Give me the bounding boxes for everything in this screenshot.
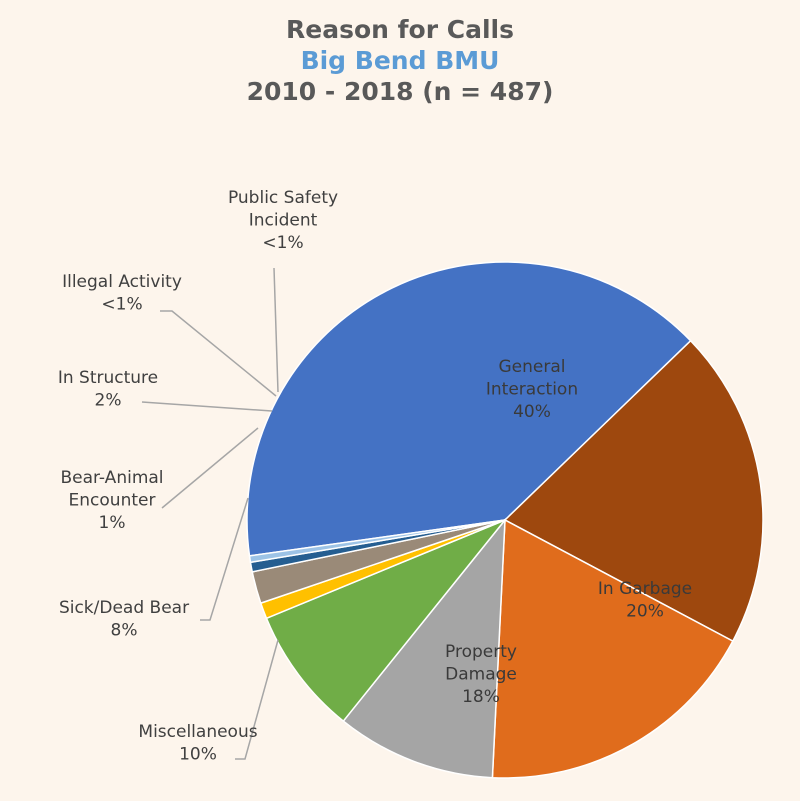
leader-line-public-safety-incident bbox=[273, 267, 279, 393]
pie-slice-public-safety-incident bbox=[248, 519, 506, 564]
pie-slice-property-damage bbox=[491, 518, 734, 779]
pie-slice-in-garbage bbox=[503, 339, 764, 643]
slice-label-general-interaction: General Interaction 40% bbox=[486, 357, 578, 422]
slice-label-in-garbage: In Garbage 20% bbox=[598, 579, 692, 622]
pie-slice-sick-dead-bear bbox=[265, 519, 506, 723]
slice-label-property-damage: Property Damage 18% bbox=[445, 642, 517, 707]
leader-line-illegal-activity bbox=[160, 310, 277, 397]
slice-label-miscellaneous: Miscellaneous 10% bbox=[138, 722, 257, 765]
pie-slice-miscellaneous bbox=[342, 517, 506, 779]
leader-line-in-structure bbox=[141, 401, 273, 412]
slice-labels: General Interaction 40% In Garbage 20% Proper… bbox=[58, 188, 692, 765]
leader-lines bbox=[141, 267, 279, 760]
leader-line-sick-dead-bear bbox=[200, 497, 249, 621]
chart-title-block: Reason for Calls Big Bend BMU 2010 - 201… bbox=[0, 14, 800, 107]
slice-label-in-structure: In Structure 2% bbox=[58, 368, 158, 411]
pie-slices bbox=[246, 261, 764, 779]
chart-subtitle: Big Bend BMU bbox=[300, 46, 500, 75]
slice-label-sick-dead-bear: Sick/Dead Bear 8% bbox=[59, 598, 189, 641]
slice-label-bear-animal-encounter: Bear-Animal Encounter 1% bbox=[60, 468, 163, 533]
chart-subtitle-range: 2010 - 2018 (n = 487) bbox=[246, 77, 554, 106]
leader-line-bear-animal-encounter bbox=[161, 427, 259, 509]
leader-line-miscellaneous bbox=[235, 639, 279, 760]
chart-title: Reason for Calls bbox=[286, 15, 514, 44]
slice-label-public-safety-incident: Public Safety Incident <1% bbox=[228, 188, 338, 253]
slice-label-illegal-activity: Illegal Activity <1% bbox=[62, 272, 182, 315]
pie-slice-general-interaction bbox=[246, 261, 692, 557]
